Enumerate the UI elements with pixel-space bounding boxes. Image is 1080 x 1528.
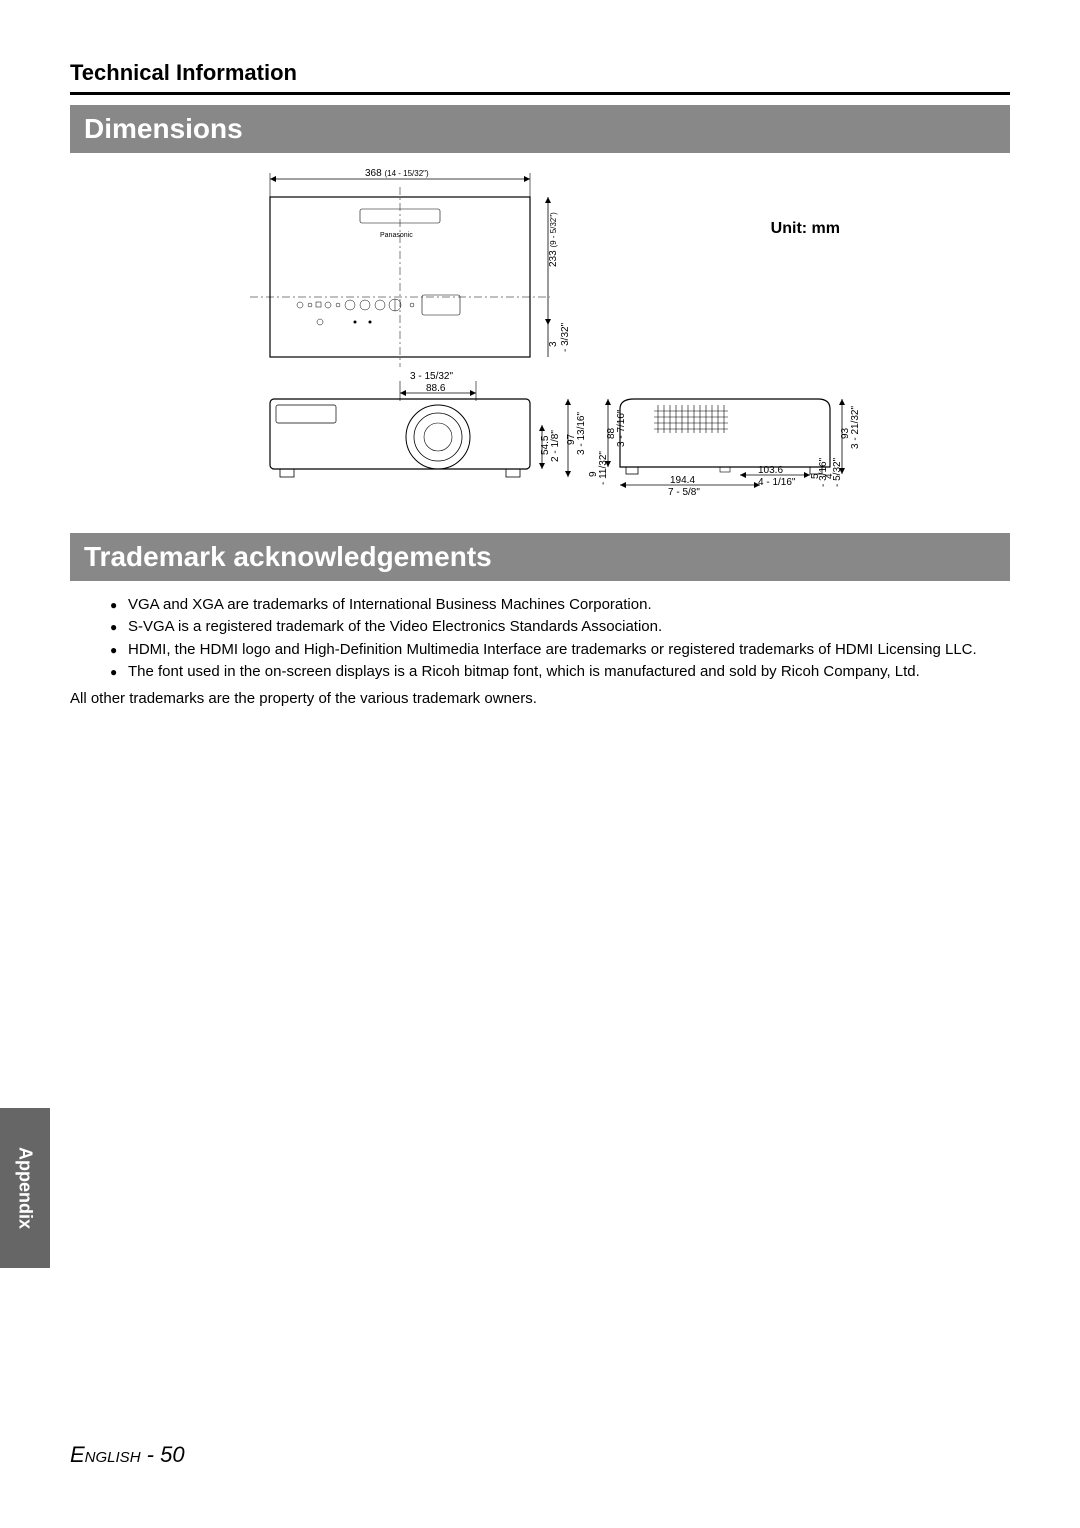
side-tab-appendix: Appendix (0, 1108, 50, 1268)
dimensions-heading: Dimensions (70, 105, 1010, 153)
dimensions-diagram: 368 (14 - 15/32") 233 (9 - 5/32") 3 - 3/… (190, 167, 890, 507)
footer-language: English (70, 1442, 141, 1467)
trademarks-heading: Trademark acknowledgements (70, 533, 1010, 581)
section-title: Technical Information (70, 60, 1010, 86)
svg-text:3 - 13/16": 3 - 13/16" (576, 412, 587, 455)
footer-page-number: 50 (160, 1442, 184, 1467)
svg-text:3: 3 (548, 341, 559, 347)
svg-text:3 - 15/32": 3 - 15/32" (410, 371, 453, 382)
svg-text:3 - 7/16": 3 - 7/16" (616, 409, 627, 447)
svg-text:4 - 1/16": 4 - 1/16" (758, 477, 796, 488)
svg-text:368 (14 - 15/32"): 368 (14 - 15/32") (365, 168, 429, 179)
list-item: The font used in the on-screen displays … (110, 662, 1010, 682)
svg-text:- 11/32": - 11/32" (598, 451, 609, 485)
svg-text:- 3/32": - 3/32" (560, 322, 571, 352)
trademark-list: VGA and XGA are trademarks of Internatio… (70, 595, 1010, 682)
list-item: HDMI, the HDMI logo and High-Definition … (110, 640, 1010, 660)
svg-text:Panasonic: Panasonic (380, 232, 413, 239)
list-item: VGA and XGA are trademarks of Internatio… (110, 595, 1010, 615)
svg-text:2 - 1/8": 2 - 1/8" (550, 430, 561, 462)
footer-separator: - (141, 1442, 161, 1467)
page-footer: English - 50 (70, 1442, 185, 1468)
svg-text:88.6: 88.6 (426, 383, 446, 394)
svg-text:- 5/32": - 5/32" (832, 457, 843, 487)
svg-text:- 3/16": - 3/16" (818, 457, 829, 487)
section-divider (70, 92, 1010, 95)
trademark-footer: All other trademarks are the property of… (70, 690, 1010, 707)
svg-text:194.4: 194.4 (670, 475, 695, 486)
svg-text:103.6: 103.6 (758, 465, 783, 476)
list-item: S-VGA is a registered trademark of the V… (110, 617, 1010, 637)
side-tab-label: Appendix (15, 1147, 36, 1229)
svg-text:3 - 21/32": 3 - 21/32" (850, 406, 861, 449)
svg-text:7 - 5/8": 7 - 5/8" (668, 487, 700, 498)
svg-text:233 (9 - 5/32"): 233 (9 - 5/32") (548, 212, 559, 267)
